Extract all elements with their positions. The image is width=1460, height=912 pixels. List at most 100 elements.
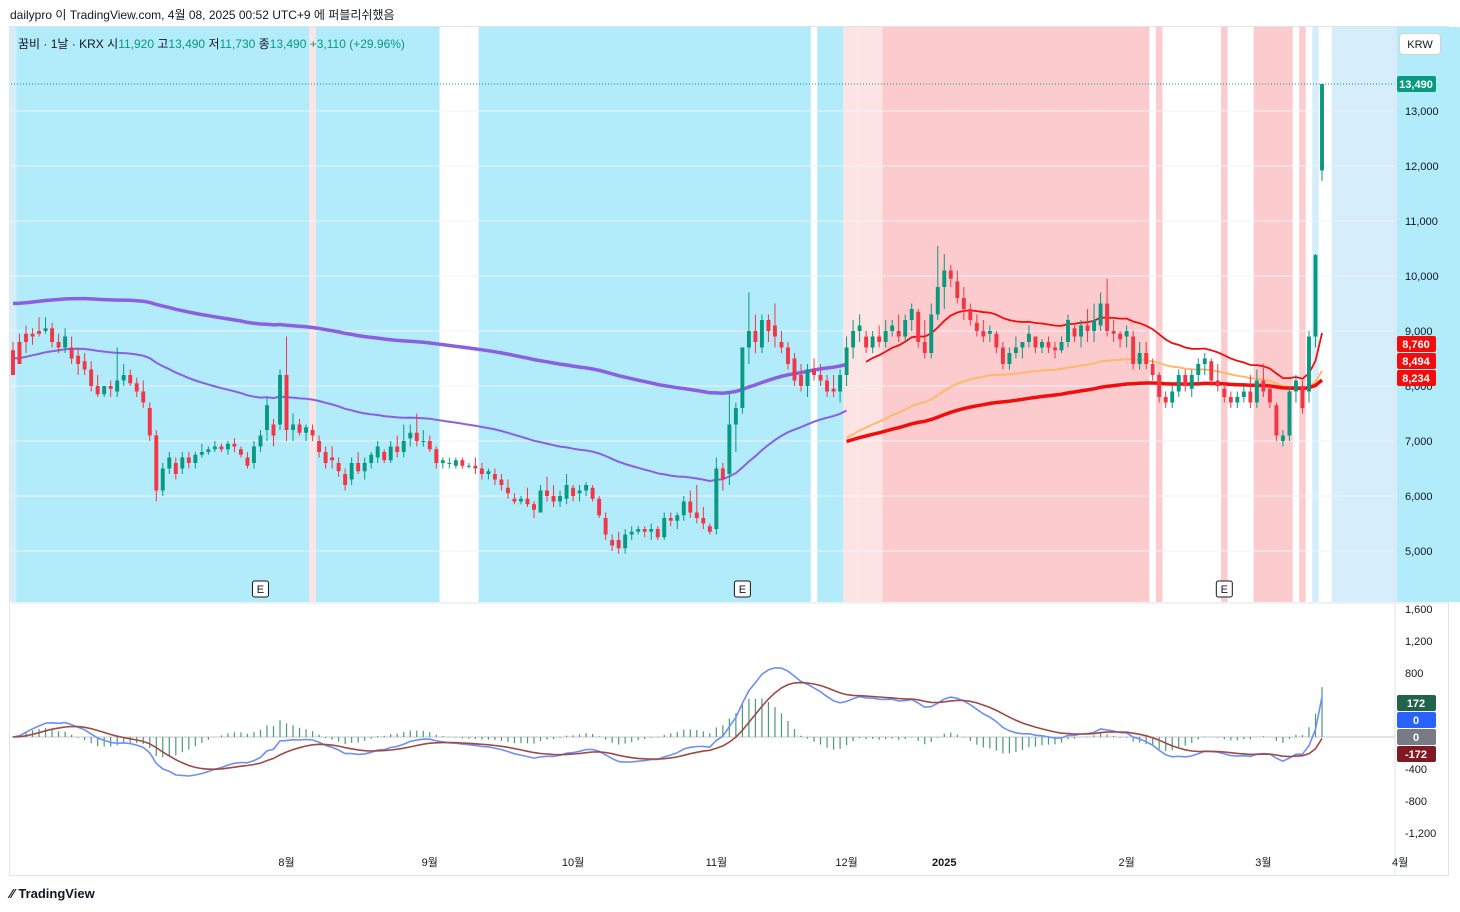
candle-body	[623, 534, 628, 549]
time-tick-label: 3월	[1255, 856, 1271, 869]
candle-body	[694, 512, 699, 518]
candle-body	[440, 460, 445, 463]
candle-70	[466, 463, 471, 469]
candle-body	[284, 375, 289, 430]
candle-body	[238, 449, 243, 455]
candle-197	[1293, 375, 1298, 403]
candle-body	[453, 460, 458, 466]
footer-brand-text: TradingView	[18, 886, 95, 901]
candle-body	[831, 388, 836, 392]
candle-body	[447, 463, 452, 464]
price-tag-2: 8,494	[1397, 353, 1436, 369]
candle-13	[95, 375, 100, 397]
candle-161	[1059, 336, 1064, 353]
candlestick-series	[11, 84, 1324, 554]
candle-body	[167, 457, 172, 469]
time-tick-label: 4월	[1392, 856, 1408, 869]
candle-1	[17, 333, 22, 364]
candle-139	[916, 309, 921, 348]
candle-87	[577, 485, 582, 502]
candle-body	[362, 463, 367, 472]
candle-60	[401, 424, 406, 458]
earnings-marker-0: E	[251, 580, 269, 598]
candle-body	[545, 490, 549, 496]
candle-90	[597, 496, 602, 518]
candle-160	[1053, 342, 1057, 359]
macd-tick-label: 800	[1405, 668, 1423, 680]
price-tag-3-text: 8,234	[1402, 373, 1430, 385]
macd-tag-3: 0	[1397, 729, 1436, 745]
candle-75	[499, 474, 504, 491]
candle-body	[1202, 358, 1207, 364]
candle-49	[330, 446, 335, 469]
candle-body	[63, 336, 68, 348]
ema-long-purple-line	[12, 296, 848, 395]
candle-15	[108, 380, 113, 397]
candle-19	[134, 377, 139, 397]
candle-body	[603, 518, 608, 535]
candle-186	[1222, 386, 1227, 403]
candle-body	[271, 424, 276, 436]
candle-body	[121, 375, 126, 381]
macd-tick-label: 1,200	[1405, 636, 1433, 648]
candle-116	[766, 314, 771, 342]
candle-body	[199, 452, 204, 455]
candle-103	[681, 496, 686, 521]
candle-36	[245, 452, 250, 469]
candle-body	[154, 435, 159, 491]
zone-10	[1221, 27, 1228, 602]
currency-button[interactable]: KRW	[1399, 33, 1441, 55]
candle-162	[1066, 314, 1070, 348]
candle-40	[271, 419, 276, 447]
candle-108	[714, 457, 719, 535]
candle-5	[43, 317, 48, 334]
candle-body	[330, 457, 335, 461]
candle-117	[773, 303, 777, 348]
candle-body	[525, 498, 530, 505]
candle-body	[108, 386, 113, 389]
tradingview-logo-icon: ⁄∕	[10, 886, 15, 901]
candle-body	[1046, 342, 1051, 348]
candle-body	[929, 314, 934, 353]
candle-body	[1007, 353, 1012, 364]
time-tick-label: 12월	[835, 856, 857, 869]
zone-0	[9, 27, 17, 602]
candle-body	[740, 347, 745, 408]
candle-body	[955, 281, 960, 298]
candle-187	[1228, 391, 1233, 408]
candle-body	[792, 358, 797, 381]
candle-body	[1157, 375, 1162, 397]
candle-body	[37, 331, 42, 334]
candle-79	[525, 487, 530, 507]
candle-body	[1105, 303, 1110, 331]
last-price-tag-box	[1397, 76, 1436, 93]
last-price-tag-text: 13,490	[1399, 79, 1433, 91]
candle-body	[1320, 84, 1324, 171]
time-tick-label: 9월	[422, 856, 438, 869]
candle-50	[336, 457, 341, 477]
candle-78	[519, 496, 523, 505]
time-tick-label: 11월	[706, 856, 728, 869]
candle-body	[186, 457, 191, 463]
candle-126	[831, 375, 836, 397]
candle-body	[727, 424, 732, 474]
candle-body	[564, 485, 569, 499]
candle-104	[688, 490, 693, 518]
candle-91	[603, 512, 608, 540]
candle-body	[82, 361, 87, 370]
candle-72	[479, 463, 484, 480]
candle-189	[1241, 386, 1246, 403]
candle-124	[818, 364, 823, 386]
candle-body	[505, 487, 510, 494]
candle-178	[1170, 386, 1175, 408]
macd-tag-1-text: 172	[1407, 698, 1425, 710]
macd-tag-2: 0	[1397, 712, 1436, 728]
zone-2	[309, 27, 316, 602]
candle-body	[1072, 328, 1077, 337]
candle-191	[1254, 369, 1259, 408]
candle-body	[662, 518, 667, 538]
candle-10	[76, 347, 81, 375]
candle-149	[981, 320, 986, 342]
candle-body	[323, 452, 328, 463]
